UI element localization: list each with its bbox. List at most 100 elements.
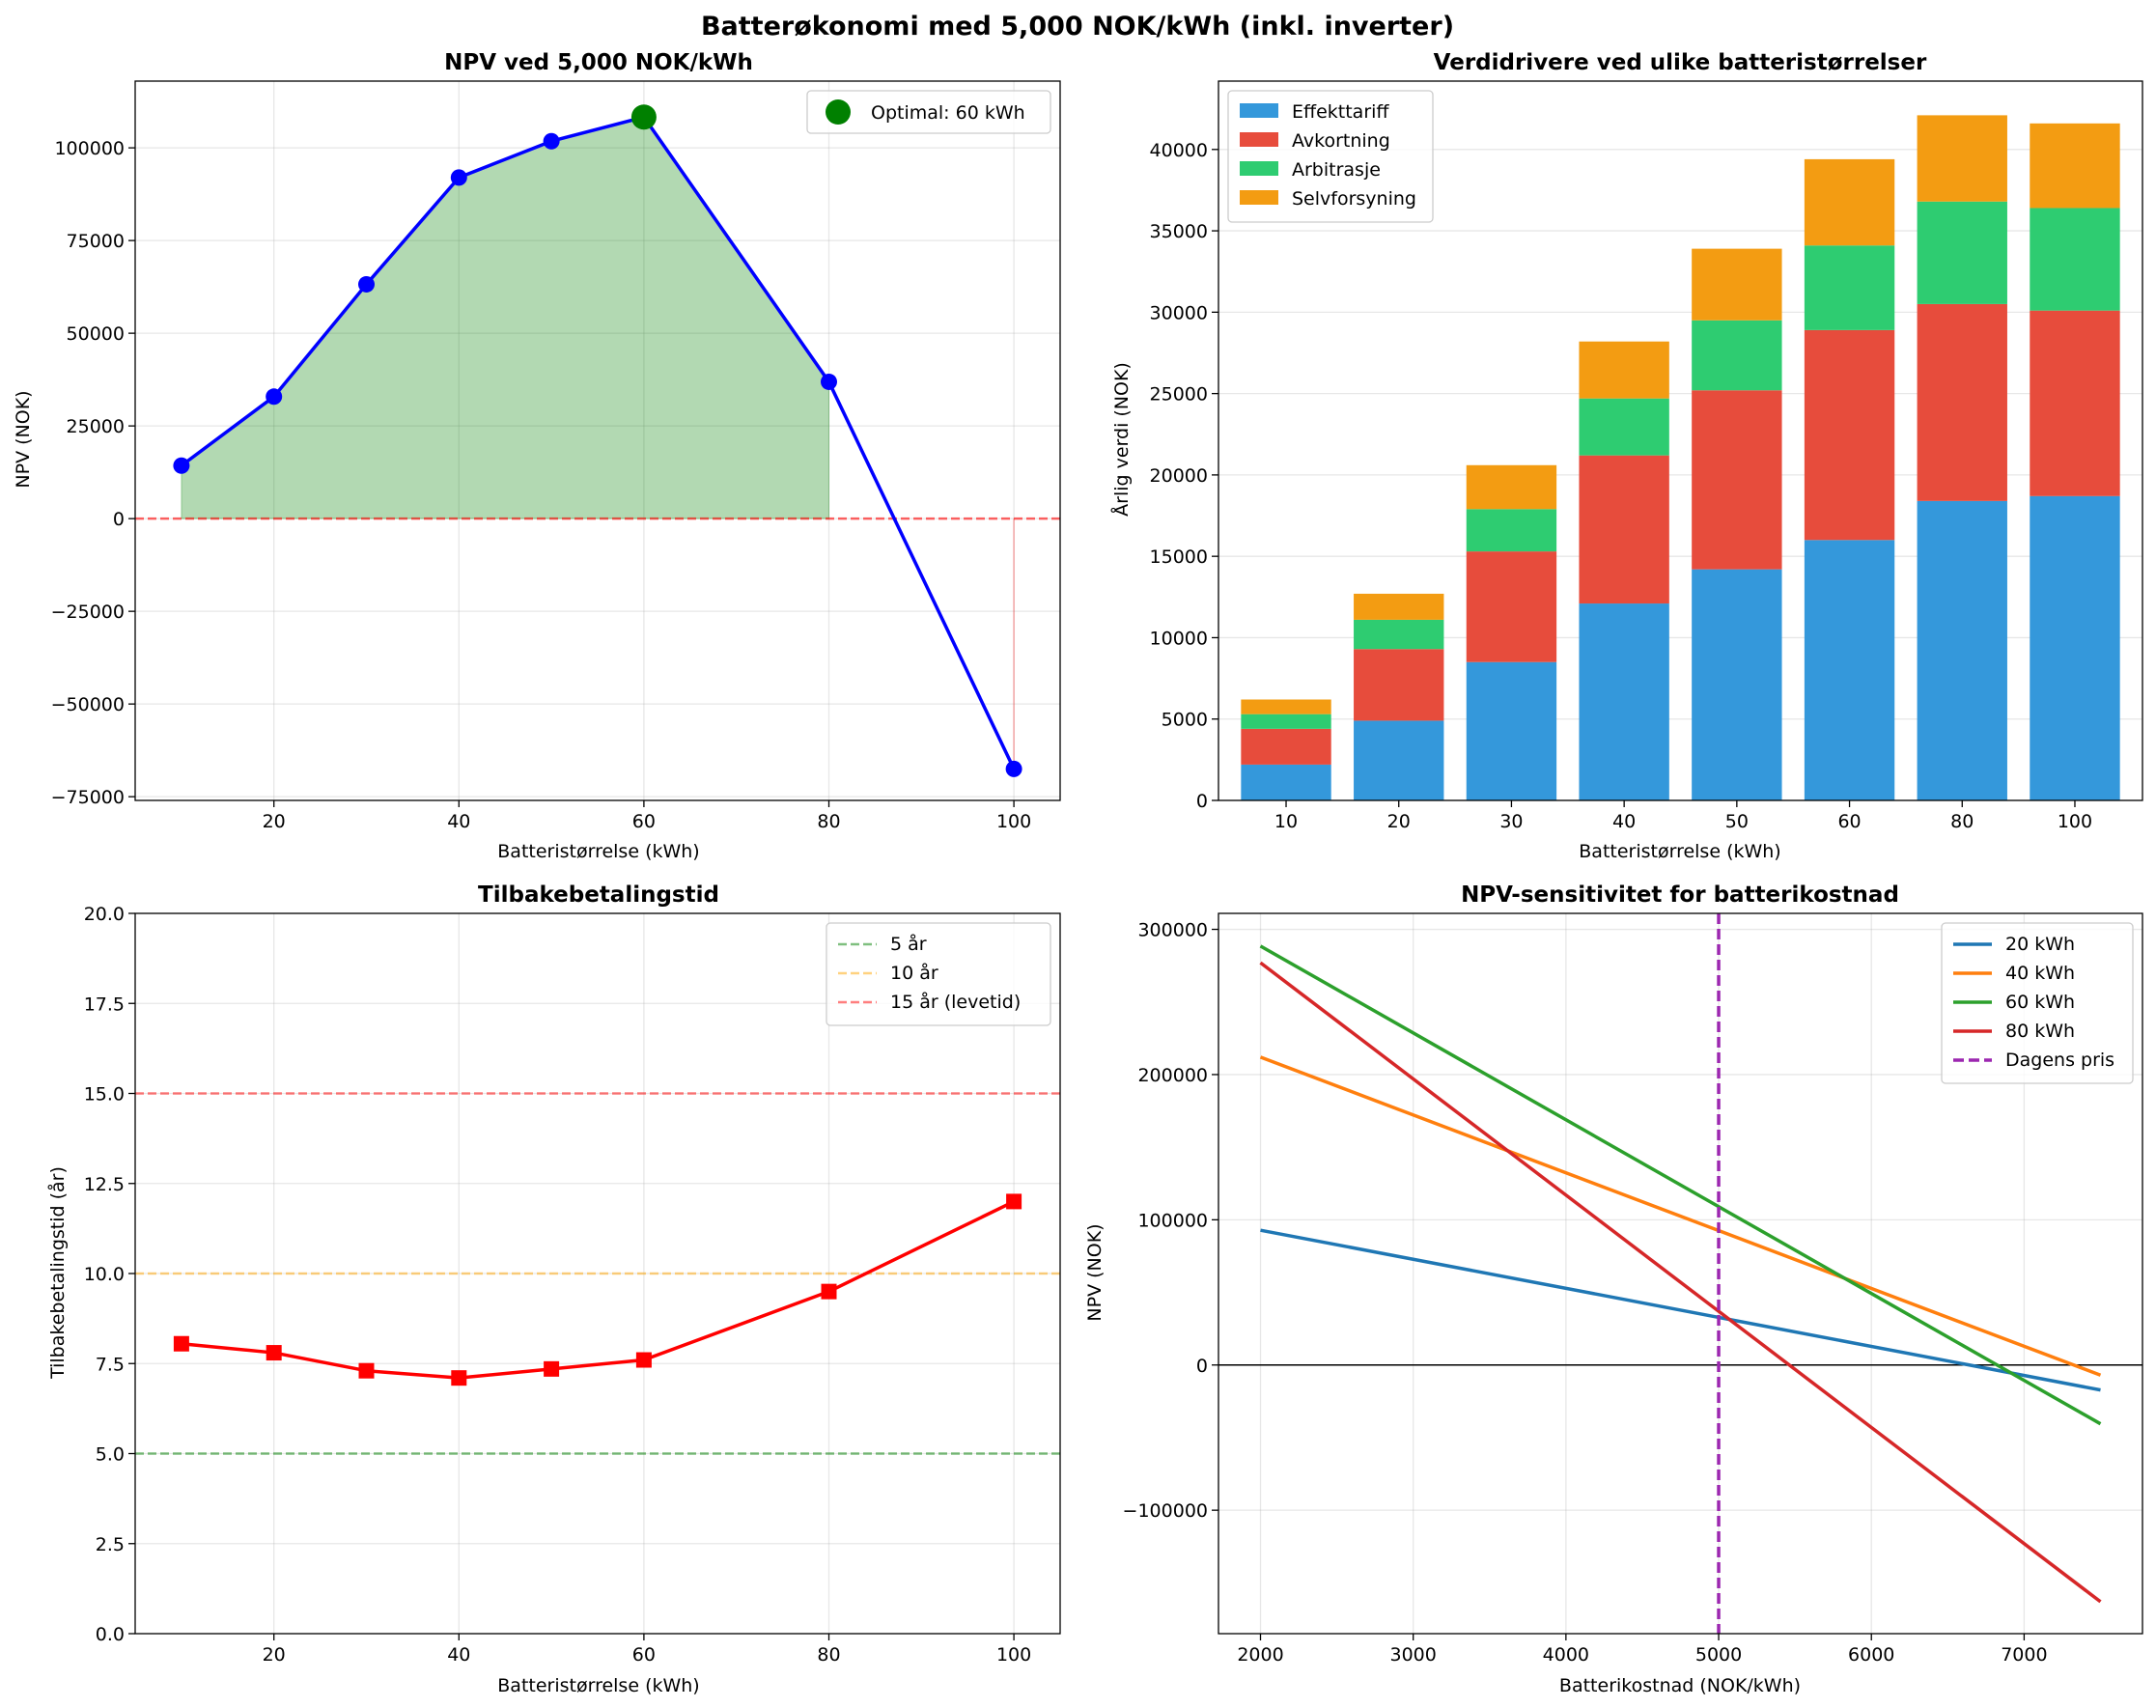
npv-x-tick-label: 20 [263, 811, 286, 832]
drivers-x-tick-label: 100 [2058, 811, 2092, 832]
drivers-bar-arbitrasje [1692, 320, 1782, 391]
npv-y-tick-label: 100000 [54, 138, 125, 159]
drivers-legend-label: Avkortning [1292, 130, 1390, 152]
drivers-bar-arbitrasje [1917, 201, 2007, 304]
drivers-bar-effekttariff [1579, 603, 1669, 800]
payback-x-tick-label: 20 [263, 1644, 286, 1666]
drivers-bar-avkortning [1354, 649, 1444, 721]
npv-y-tick-label: 0 [113, 509, 125, 530]
drivers-bar-selvforsyning [1241, 699, 1331, 714]
drivers-bar-selvforsyning [1466, 464, 1557, 510]
sensitivity-series-line [1259, 961, 2102, 1604]
npv-data-point [266, 388, 283, 406]
payback-x-tick-label: 80 [817, 1644, 840, 1666]
npv-chart: NPV ved 5,000 NOK/kWh Batteristørrelse (… [13, 50, 1061, 862]
drivers-chart-ylabel: Årlig verdi (NOK) [1110, 362, 1133, 517]
payback-legend-label: 10 år [890, 962, 938, 984]
drivers-bar-avkortning [1579, 455, 1669, 604]
drivers-bar-arbitrasje [1579, 398, 1669, 456]
npv-y-tick-label: −50000 [51, 694, 125, 715]
npv-data-point [358, 275, 375, 293]
drivers-legend-swatch [1240, 132, 1278, 147]
payback-legend-label: 5 år [890, 933, 927, 955]
npv-data-point [1005, 760, 1022, 777]
sensitivity-x-tick-label: 6000 [1848, 1644, 1894, 1666]
npv-chart-title: NPV ved 5,000 NOK/kWh [444, 50, 753, 75]
drivers-bar-effekttariff [1692, 569, 1782, 800]
drivers-bar-selvforsyning [1804, 158, 1895, 246]
drivers-bar-avkortning [1917, 303, 2007, 501]
payback-series-line [181, 1199, 1015, 1380]
payback-x-tick-label: 60 [632, 1644, 656, 1666]
sensitivity-chart: NPV-sensitivitet for batterikostnad Batt… [1084, 882, 2143, 1696]
payback-y-tick-label: 20.0 [84, 904, 125, 925]
drivers-bar-avkortning [1692, 390, 1782, 570]
npv-y-tick-label: 25000 [67, 416, 125, 437]
drivers-chart: Verdidrivere ved ulike batteristørrelser… [1110, 50, 2143, 862]
payback-axes-frame [134, 912, 1061, 1635]
drivers-x-tick-label: 80 [1950, 811, 1974, 832]
sensitivity-chart-xlabel: Batterikostnad (NOK/kWh) [1559, 1675, 1801, 1696]
payback-data-point [358, 1362, 375, 1379]
payback-y-tick-label: 0.0 [96, 1624, 125, 1645]
drivers-legend-box [1227, 90, 1434, 223]
sensitivity-y-tick-label: −100000 [1123, 1500, 1208, 1522]
drivers-legend-label: Effekttariff [1292, 101, 1389, 123]
npv-y-tick-label: 50000 [67, 323, 125, 345]
sensitivity-chart-title: NPV-sensitivitet for batterikostnad [1461, 882, 1899, 908]
drivers-bar-effekttariff [1804, 540, 1895, 800]
payback-legend-label: 15 år (levetid) [890, 991, 1021, 1013]
payback-y-tick-label: 7.5 [96, 1354, 125, 1375]
drivers-bar-avkortning [1241, 728, 1331, 765]
drivers-x-tick-label: 30 [1499, 811, 1523, 832]
npv-data-point [543, 132, 560, 150]
sensitivity-series-line [1260, 1228, 2101, 1392]
drivers-y-tick-label: 25000 [1150, 384, 1208, 406]
drivers-bar-selvforsyning [1354, 593, 1444, 620]
payback-y-tick-label: 15.0 [84, 1084, 125, 1106]
npv-data-point [173, 457, 190, 474]
payback-legend-box [826, 922, 1051, 1026]
sensitivity-series-line [1259, 944, 2102, 1426]
drivers-bar-effekttariff [1466, 661, 1557, 800]
sensitivity-x-tick-label: 4000 [1543, 1644, 1589, 1666]
sensitivity-legend-label: 60 kWh [2005, 992, 2075, 1013]
drivers-y-tick-label: 0 [1196, 791, 1208, 812]
payback-chart-ylabel: Tilbakebetalingstid (år) [46, 1166, 69, 1380]
sensitivity-y-tick-label: 0 [1196, 1356, 1208, 1377]
drivers-bar-effekttariff [1917, 500, 2007, 800]
payback-data-point [266, 1345, 282, 1361]
npv-data-point [821, 373, 837, 390]
drivers-bar-selvforsyning [1579, 341, 1669, 399]
payback-y-tick-label: 17.5 [84, 994, 125, 1015]
drivers-bar-arbitrasje [1466, 509, 1557, 552]
drivers-y-tick-label: 5000 [1162, 710, 1208, 731]
drivers-bar-arbitrasje [1804, 245, 1895, 330]
payback-y-tick-label: 5.0 [96, 1444, 125, 1466]
npv-chart-ylabel: NPV (NOK) [13, 390, 34, 488]
npv-legend-marker [826, 99, 851, 125]
drivers-bar-arbitrasje [2030, 208, 2120, 311]
payback-data-point [451, 1370, 467, 1386]
npv-x-tick-label: 40 [447, 811, 470, 832]
sensitivity-legend-box [1941, 922, 2134, 1084]
sensitivity-x-tick-label: 5000 [1695, 1644, 1742, 1666]
payback-data-point [821, 1283, 837, 1300]
npv-y-tick-label: −25000 [51, 602, 125, 623]
sensitivity-axes-frame [1218, 912, 2143, 1635]
drivers-legend: Effekttariff Avkortning Arbitrasje Selvfors… [1227, 90, 1434, 223]
drivers-bar-arbitrasje [1241, 714, 1331, 729]
drivers-bar-avkortning [1804, 329, 1895, 541]
drivers-legend-label: Arbitrasje [1292, 159, 1381, 181]
drivers-legend-swatch [1240, 161, 1278, 176]
npv-optimal-marker [630, 104, 657, 130]
payback-data-point [1006, 1193, 1022, 1210]
npv-chart-xlabel: Batteristørrelse (kWh) [497, 841, 699, 862]
sensitivity-x-tick-label: 2000 [1237, 1644, 1283, 1666]
drivers-y-tick-label: 30000 [1150, 302, 1208, 323]
drivers-chart-xlabel: Batteristørrelse (kWh) [1579, 841, 1780, 862]
payback-y-tick-label: 10.0 [84, 1264, 125, 1285]
sensitivity-legend-label: 80 kWh [2005, 1021, 2075, 1042]
payback-x-tick-label: 100 [996, 1644, 1031, 1666]
